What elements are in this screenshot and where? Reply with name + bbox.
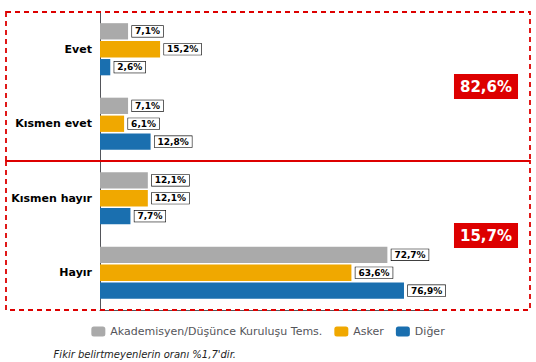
svg-text:Diğer: Diğer [415, 325, 445, 338]
svg-text:12,8%: 12,8% [158, 137, 189, 147]
svg-text:6,1%: 6,1% [131, 119, 156, 129]
svg-text:82,6%: 82,6% [460, 78, 512, 96]
svg-text:15,7%: 15,7% [460, 227, 512, 245]
svg-text:Asker: Asker [353, 325, 384, 338]
svg-text:Kısmen hayır: Kısmen hayır [11, 192, 92, 205]
svg-text:Kısmen evet: Kısmen evet [15, 117, 92, 130]
svg-text:Hayır: Hayır [59, 266, 92, 279]
svg-text:7,1%: 7,1% [135, 26, 160, 36]
svg-text:2,6%: 2,6% [117, 62, 142, 72]
svg-text:63,6%: 63,6% [358, 268, 389, 278]
svg-text:15,2%: 15,2% [167, 44, 198, 54]
svg-text:12,1%: 12,1% [155, 175, 186, 185]
svg-text:7,7%: 7,7% [137, 211, 162, 221]
svg-text:12,1%: 12,1% [155, 193, 186, 203]
svg-text:7,1%: 7,1% [135, 101, 160, 111]
svg-text:Evet: Evet [65, 43, 92, 56]
svg-text:Fikir belirtmeyenlerin oranı %: Fikir belirtmeyenlerin oranı %1,7'dir. [54, 349, 236, 360]
svg-text:72,7%: 72,7% [394, 250, 425, 260]
svg-text:76,9%: 76,9% [411, 286, 442, 296]
svg-text:Akademisyen/Düşünce Kuruluşu T: Akademisyen/Düşünce Kuruluşu Tems. [110, 325, 322, 338]
